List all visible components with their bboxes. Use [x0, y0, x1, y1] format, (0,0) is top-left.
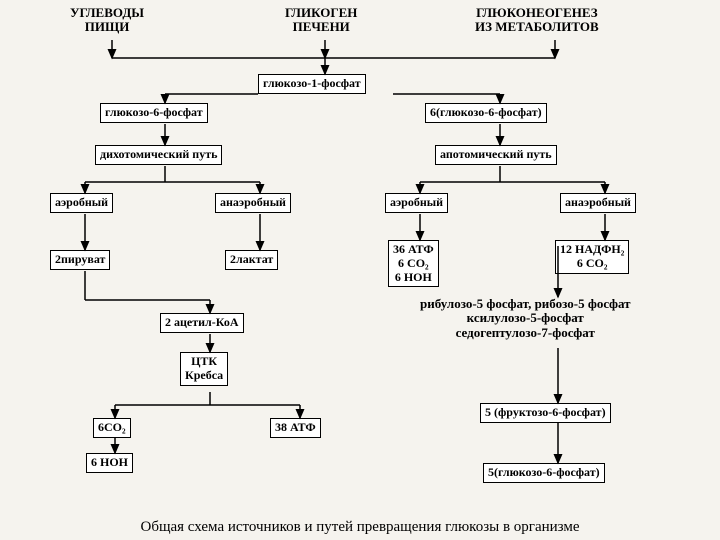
arrows-layer — [0, 0, 720, 540]
